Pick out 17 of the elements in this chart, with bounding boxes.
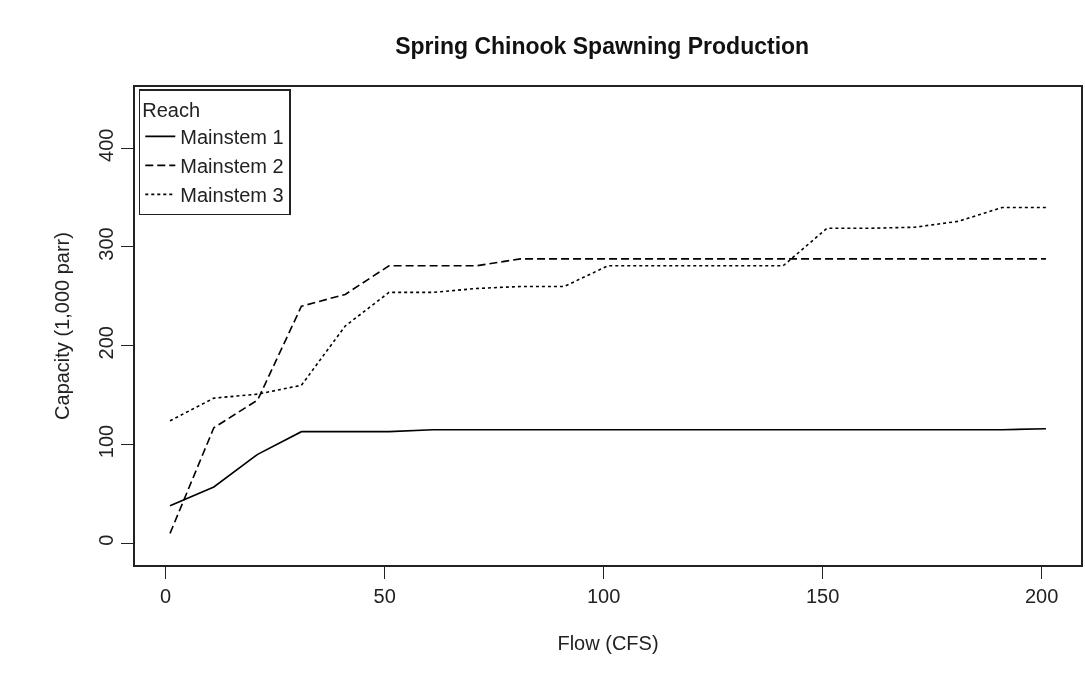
y-tick-label: 200	[95, 326, 118, 360]
legend-label: Mainstem 1	[180, 126, 284, 149]
x-tick-label: 100	[586, 584, 621, 607]
y-tick-label: 0	[95, 534, 118, 546]
legend-label: Mainstem 3	[180, 184, 284, 207]
x-tick-label: 0	[160, 584, 172, 607]
x-axis-title: Flow (CFS)	[557, 631, 659, 654]
y-tick-label: 400	[95, 128, 118, 162]
y-tick-label: 300	[95, 227, 118, 261]
y-tick-label: 100	[95, 424, 118, 459]
x-tick-label: 200	[1024, 584, 1059, 607]
x-tick-label: 150	[805, 584, 840, 607]
legend-title: Reach	[142, 98, 201, 121]
chart-title: Spring Chinook Spawning Production	[395, 33, 810, 60]
y-axis-title: Capacity (1,000 parr)	[51, 232, 74, 420]
x-tick-label: 50	[373, 584, 396, 607]
legend-label: Mainstem 2	[180, 155, 284, 178]
